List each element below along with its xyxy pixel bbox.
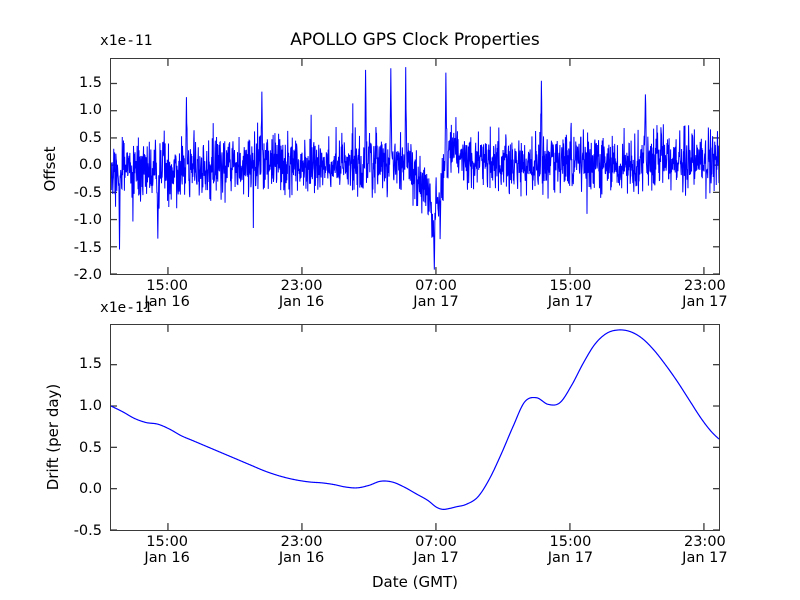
y-tick-label: 1.5 bbox=[78, 74, 102, 91]
offset-series-svg bbox=[111, 59, 719, 274]
x-tick-label: 15:00 Jan 16 bbox=[144, 534, 189, 566]
x-tick-time: 23:00 bbox=[683, 278, 726, 294]
x-tick-time: 07:00 bbox=[415, 278, 457, 294]
y-tick-label: 0.5 bbox=[78, 439, 102, 456]
y-tick-label: -0.5 bbox=[73, 523, 102, 539]
x-tick-label: 23:00 Jan 17 bbox=[682, 534, 727, 566]
x-tick-time: 07:00 bbox=[415, 534, 457, 550]
x-tick-date: Jan 17 bbox=[413, 550, 459, 567]
x-tick-date: Jan 16 bbox=[278, 550, 325, 567]
x-axis-label: Date (GMT) bbox=[371, 573, 459, 591]
y-tick-label: 0.5 bbox=[78, 129, 102, 146]
drift-exponent-label: x1e-11 bbox=[100, 300, 153, 316]
page-title: APOLLO GPS Clock Properties bbox=[290, 30, 540, 50]
x-tick-label: 23:00 Jan 17 bbox=[682, 278, 727, 310]
offset-line bbox=[111, 67, 719, 270]
offset-exponent-label: x1e-11 bbox=[100, 33, 153, 49]
x-tick-date: Jan 17 bbox=[547, 550, 594, 567]
x-tick-date: Jan 17 bbox=[682, 550, 728, 567]
x-tick-label: 23:00 Jan 16 bbox=[279, 278, 324, 310]
x-tick-time: 15:00 bbox=[146, 534, 189, 550]
x-tick-label: 15:00 Jan 16 bbox=[144, 278, 189, 310]
y-tick-label: 1.5 bbox=[78, 356, 102, 373]
drift-plot-area bbox=[110, 324, 720, 531]
drift-series-svg bbox=[111, 325, 719, 530]
y-tick-label: -2.0 bbox=[73, 267, 102, 283]
y-tick-label: 0.0 bbox=[78, 157, 102, 174]
x-tick-time: 15:00 bbox=[146, 278, 189, 294]
x-tick-date: Jan 16 bbox=[144, 294, 190, 311]
x-tick-label: 07:00 Jan 17 bbox=[413, 534, 458, 566]
x-tick-time: 15:00 bbox=[549, 534, 592, 550]
y-tick-label: 1.0 bbox=[78, 102, 102, 119]
x-tick-time: 23:00 bbox=[280, 278, 323, 294]
x-tick-date: Jan 16 bbox=[278, 294, 325, 311]
x-tick-date: Jan 17 bbox=[413, 294, 459, 311]
x-tick-label: 07:00 Jan 17 bbox=[413, 278, 458, 310]
x-tick-date: Jan 17 bbox=[547, 294, 594, 311]
x-tick-label: 23:00 Jan 16 bbox=[279, 534, 324, 566]
x-tick-label: 15:00 Jan 17 bbox=[548, 534, 593, 566]
x-tick-date: Jan 17 bbox=[682, 294, 728, 311]
y-tick-label: 0.0 bbox=[78, 481, 102, 498]
x-tick-label: 15:00 Jan 17 bbox=[548, 278, 593, 310]
y-tick-label: -0.5 bbox=[73, 184, 102, 201]
offset-plot-area bbox=[110, 58, 720, 275]
y-tick-label: 1.0 bbox=[78, 397, 102, 414]
y-tick-label: -1.5 bbox=[73, 239, 102, 256]
x-tick-date: Jan 16 bbox=[144, 550, 190, 567]
x-tick-time: 23:00 bbox=[280, 534, 323, 550]
drift-y-axis-label: Drift (per day) bbox=[44, 383, 62, 491]
drift-line bbox=[111, 329, 719, 510]
x-tick-time: 15:00 bbox=[549, 278, 592, 294]
y-tick-label: -1.0 bbox=[73, 212, 102, 229]
x-tick-time: 23:00 bbox=[683, 534, 726, 550]
